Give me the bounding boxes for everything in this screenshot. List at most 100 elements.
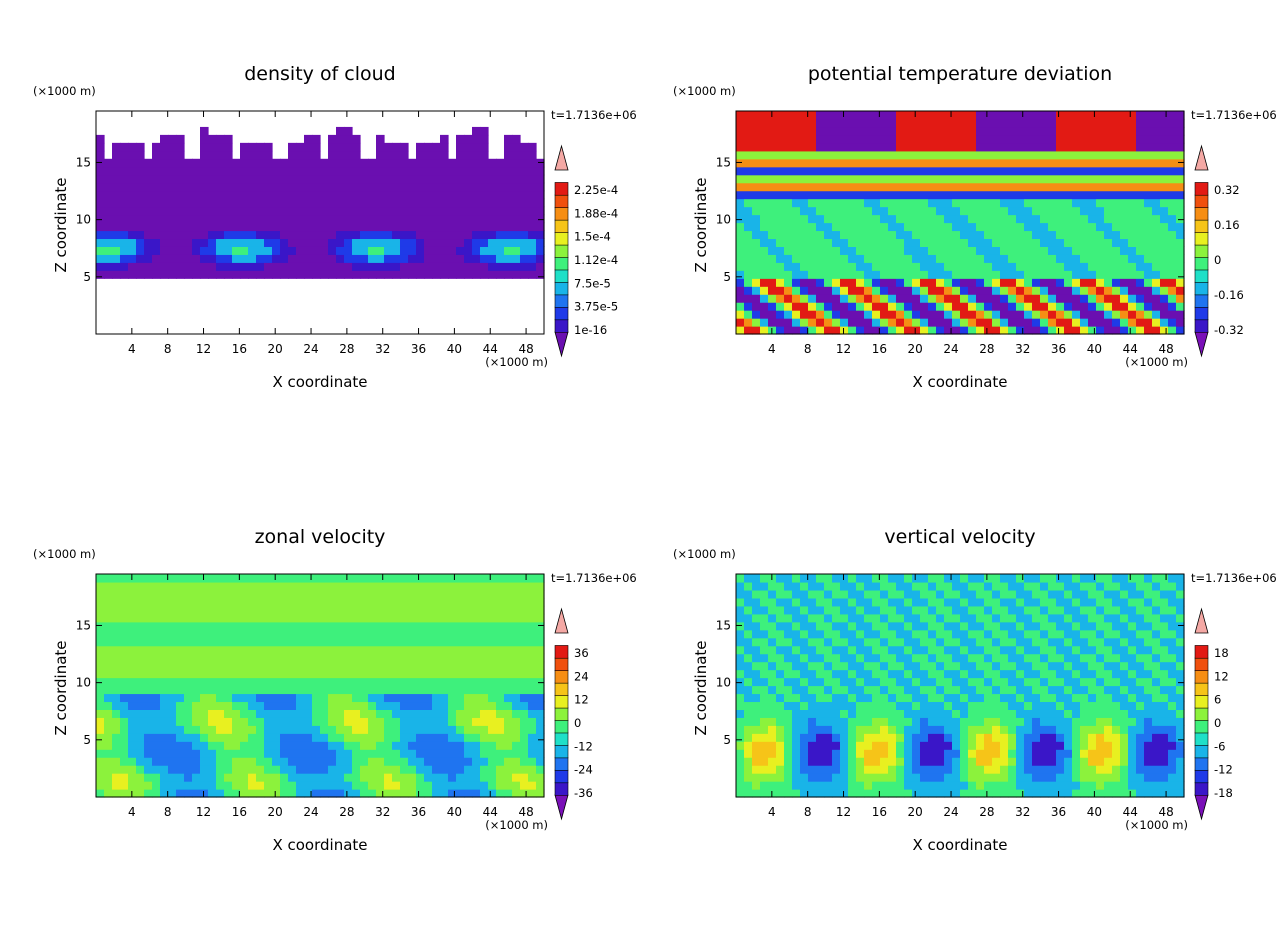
field-cell (936, 294, 945, 303)
field-cell (480, 621, 489, 631)
field-cell (392, 645, 401, 655)
field-cell (1176, 310, 1185, 319)
field-cell (384, 597, 393, 607)
field-cell (504, 182, 513, 192)
field-cell (816, 158, 825, 168)
field-cell (368, 693, 377, 703)
field-cell (192, 613, 201, 623)
field-cell (848, 326, 857, 335)
field-cell (928, 789, 937, 798)
field-cell (952, 326, 961, 335)
field-cell (872, 222, 881, 232)
field-cell (144, 669, 153, 679)
field-cell (384, 621, 393, 631)
field-cell (328, 773, 337, 782)
field-cell (1152, 134, 1161, 144)
field-cell (280, 206, 289, 216)
field-cell (744, 597, 753, 607)
field-cell (816, 278, 825, 287)
field-cell (760, 605, 769, 615)
field-cell (512, 669, 521, 679)
field-cell (872, 150, 881, 160)
field-cell (1152, 270, 1161, 279)
field-cell (328, 637, 337, 647)
field-cell (856, 230, 865, 240)
field-cell (224, 270, 233, 279)
field-cell (1080, 166, 1089, 176)
field-cell (1176, 206, 1185, 216)
field-cell (208, 733, 217, 742)
field-cell (848, 685, 857, 695)
field-cell (336, 677, 345, 687)
field-cell (840, 174, 849, 184)
field-cell (952, 158, 961, 168)
field-cell (928, 238, 937, 247)
field-cell (840, 693, 849, 703)
field-cell (312, 629, 321, 639)
field-cell (1096, 270, 1105, 279)
field-cell (104, 693, 113, 703)
field-cell (1056, 254, 1065, 263)
heatmap-field (96, 126, 545, 279)
field-cell (304, 142, 313, 152)
field-cell (872, 589, 881, 599)
field-cell (1016, 166, 1025, 176)
field-cell (944, 238, 953, 247)
field-cell (1080, 286, 1089, 295)
field-cell (776, 111, 785, 120)
field-cell (160, 262, 169, 271)
field-cell (912, 677, 921, 687)
field-cell (280, 645, 289, 655)
field-cell (272, 262, 281, 271)
field-cell (448, 701, 457, 710)
field-cell (1168, 174, 1177, 184)
field-cell (344, 605, 353, 615)
field-cell (760, 174, 769, 184)
field-cell (920, 158, 929, 168)
field-cell (880, 111, 889, 120)
field-cell (960, 230, 969, 240)
field-cell (888, 733, 897, 742)
field-cell (496, 214, 505, 224)
field-cell (1024, 270, 1033, 279)
field-cell (752, 166, 761, 176)
field-cell (184, 645, 193, 655)
field-cell (1136, 294, 1145, 303)
field-cell (152, 158, 161, 168)
field-cell (272, 701, 281, 710)
field-cell (104, 246, 113, 255)
field-cell (1040, 166, 1049, 176)
field-cell (208, 589, 217, 599)
field-cell (456, 134, 465, 144)
field-cell (416, 661, 425, 671)
field-cell (1072, 286, 1081, 295)
field-cell (176, 230, 185, 240)
field-cell (960, 326, 969, 335)
field-cell (96, 749, 105, 758)
field-cell (376, 190, 385, 200)
field-cell (120, 677, 129, 687)
field-cell (968, 294, 977, 303)
field-cell (1168, 294, 1177, 303)
field-cell (328, 190, 337, 200)
field-cell (312, 206, 321, 216)
field-cell (240, 262, 249, 271)
field-cell (880, 757, 889, 766)
field-cell (864, 685, 873, 695)
field-cell (1008, 190, 1017, 200)
field-cell (1120, 111, 1129, 120)
field-cell (776, 789, 785, 798)
field-cell (888, 685, 897, 695)
field-cell (840, 637, 849, 647)
field-cell (504, 677, 513, 687)
field-cell (880, 118, 889, 128)
field-cell (776, 134, 785, 144)
field-cell (472, 589, 481, 599)
field-cell (976, 174, 985, 184)
field-cell (240, 701, 249, 710)
field-cell (304, 637, 313, 647)
field-cell (872, 254, 881, 263)
field-cell (880, 198, 889, 208)
field-cell (960, 222, 969, 232)
field-cell (848, 589, 857, 599)
